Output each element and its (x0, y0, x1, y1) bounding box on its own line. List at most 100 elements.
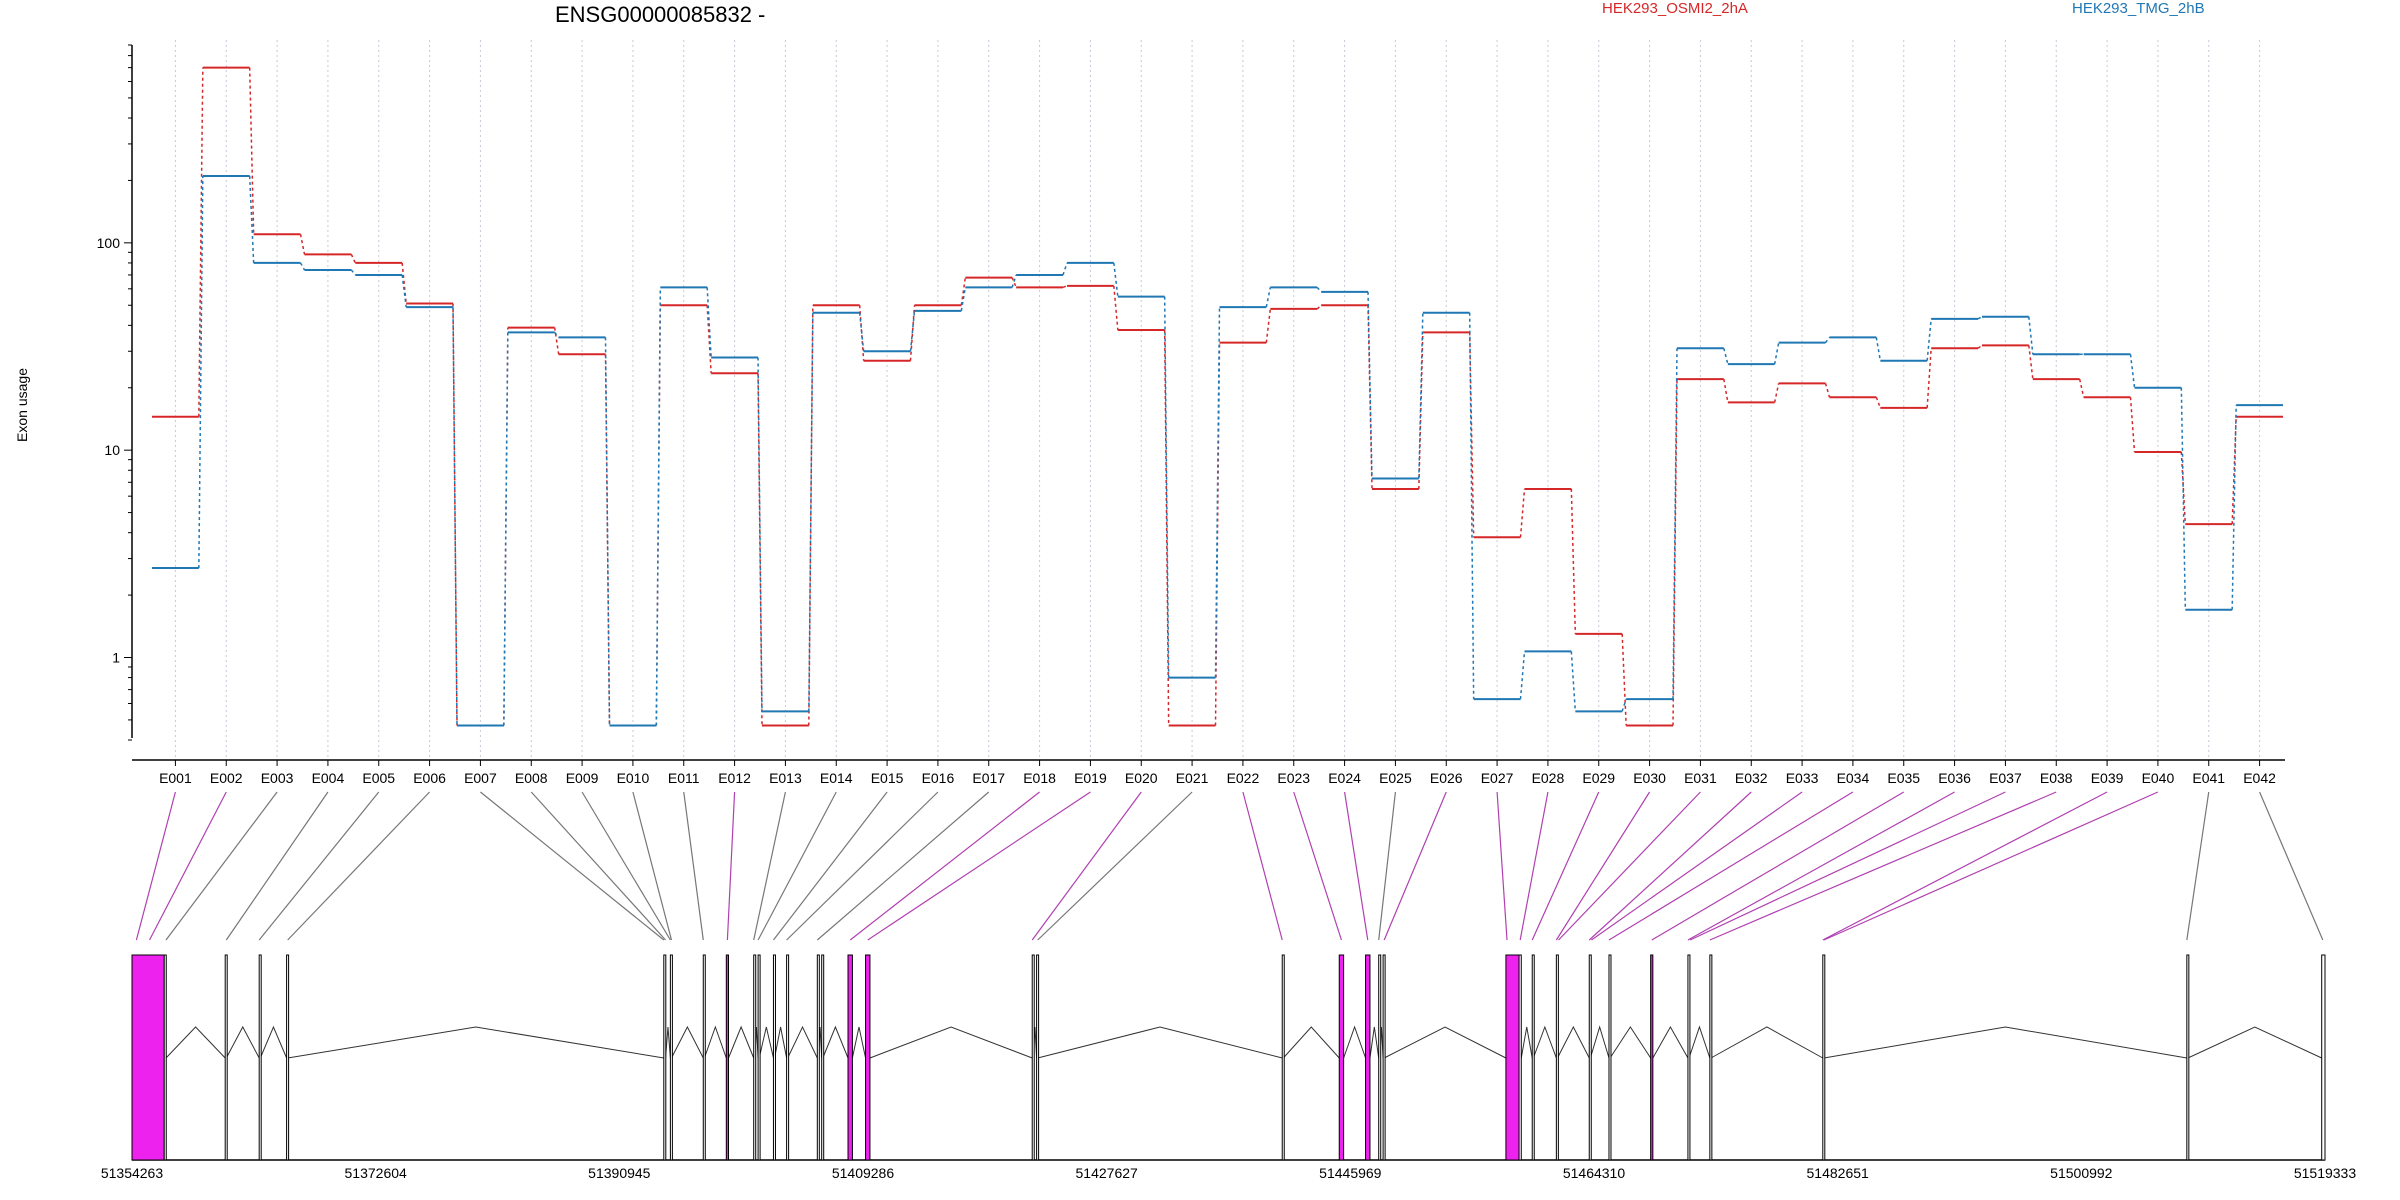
series-connector (554, 331, 560, 338)
series-connector (960, 277, 967, 306)
x-tick-label-E016: E016 (922, 770, 955, 786)
intron (2187, 1026, 2322, 1059)
gene-exon (131, 954, 165, 1161)
link-E026 (1383, 791, 1447, 941)
series-connector (401, 262, 407, 304)
series-connector (1367, 291, 1373, 479)
x-tick-label-E025: E025 (1379, 770, 1412, 786)
series-connector (1672, 379, 1678, 726)
intron (1520, 1026, 1533, 1059)
gene-exon (1608, 954, 1612, 1161)
intron (851, 1026, 867, 1059)
x-tick-label-E029: E029 (1582, 770, 1615, 786)
x-tick-label-E037: E037 (1989, 770, 2022, 786)
link-E023 (1293, 791, 1343, 941)
gene-exon (258, 954, 262, 1161)
x-tick-label-E013: E013 (769, 770, 802, 786)
series-connector (1062, 285, 1068, 289)
gene-exon (1365, 954, 1371, 1161)
gene-exon (669, 954, 673, 1161)
link-E038 (1709, 791, 2057, 941)
legend-osmi2: HEK293_OSMI2_2hA (1602, 0, 1748, 17)
link-E012 (726, 791, 736, 941)
series-connector (452, 303, 458, 726)
link-E019 (867, 791, 1091, 941)
series-connector (2231, 405, 2237, 610)
intron (1532, 1025, 1557, 1059)
gene-exon (1281, 954, 1285, 1161)
coord-label: 51445969 (1319, 1165, 1382, 1181)
series-connector (452, 307, 458, 726)
exon-connector-lines (135, 791, 2324, 941)
link-E030 (1555, 791, 1651, 941)
x-tick-label-E028: E028 (1532, 770, 1565, 786)
gene-exon (1822, 954, 1826, 1161)
series-connector (2129, 397, 2136, 453)
x-tick-label-E039: E039 (2091, 770, 2124, 786)
series-connector (1519, 488, 1526, 538)
coord-label: 51427627 (1076, 1165, 1139, 1181)
series-connector (706, 305, 712, 374)
link-E018 (849, 791, 1040, 941)
coord-label: 51372604 (345, 1165, 408, 1181)
gene-exon (821, 954, 825, 1161)
series-connector (1468, 312, 1475, 700)
series-connector (1824, 383, 1831, 398)
x-tick-label-E026: E026 (1430, 770, 1463, 786)
series-connector (808, 312, 814, 712)
gene-exon (1031, 954, 1035, 1161)
intron (225, 1025, 260, 1059)
link-E020 (1031, 791, 1142, 941)
x-tick-label-E004: E004 (312, 770, 345, 786)
series-connector (1519, 651, 1526, 700)
intron (703, 1025, 727, 1059)
x-tick-label-E002: E002 (210, 770, 243, 786)
link-E032 (1588, 791, 1752, 941)
series-connector (299, 262, 306, 271)
gene-exon (772, 954, 776, 1161)
series-connector (350, 269, 356, 276)
coord-label: 51390945 (588, 1165, 651, 1181)
x-tick-label-E040: E040 (2142, 770, 2175, 786)
link-E040 (1823, 791, 2159, 941)
series-connector (553, 327, 560, 355)
series-connector (248, 176, 255, 263)
intron (787, 1025, 818, 1059)
coord-label: 51519333 (2294, 1165, 2357, 1181)
gene-exon (286, 954, 290, 1161)
x-tick-label-E027: E027 (1481, 770, 1514, 786)
gene-exon (702, 954, 706, 1161)
y-axis-label: Exon usage (14, 368, 30, 442)
coord-label: 51482651 (1807, 1165, 1870, 1181)
link-E021 (1037, 791, 1193, 941)
x-tick-label-E008: E008 (515, 770, 548, 786)
x-tick-label-E003: E003 (261, 770, 294, 786)
gene-exon (1036, 954, 1040, 1161)
series-connector (1773, 383, 1780, 403)
link-E003 (165, 791, 278, 941)
gene-exon (1650, 954, 1654, 1161)
series-connector (1723, 379, 1729, 403)
intron (1383, 1026, 1507, 1059)
gene-exon (1518, 954, 1522, 1161)
series-connector (757, 357, 763, 712)
gene-exon (1531, 954, 1535, 1161)
series-HEK293_OSMI2_2hA (152, 66, 2283, 727)
link-E007 (480, 791, 665, 941)
coord-label: 51409286 (832, 1165, 895, 1181)
gene-exon (1709, 954, 1713, 1161)
link-E025 (1378, 791, 1397, 941)
series-connector (1926, 318, 1932, 361)
series-connector (1824, 336, 1831, 344)
intron (1557, 1025, 1590, 1059)
intron (1688, 1025, 1711, 1059)
x-tick-label-E019: E019 (1074, 770, 1107, 786)
series-connector (1723, 348, 1729, 365)
link-E037 (1689, 791, 2006, 941)
link-E039 (1822, 791, 2108, 941)
series-connector (1977, 344, 1983, 349)
series-connector (2078, 379, 2085, 398)
x-tick-label-E015: E015 (871, 770, 904, 786)
series-connector (198, 67, 204, 417)
